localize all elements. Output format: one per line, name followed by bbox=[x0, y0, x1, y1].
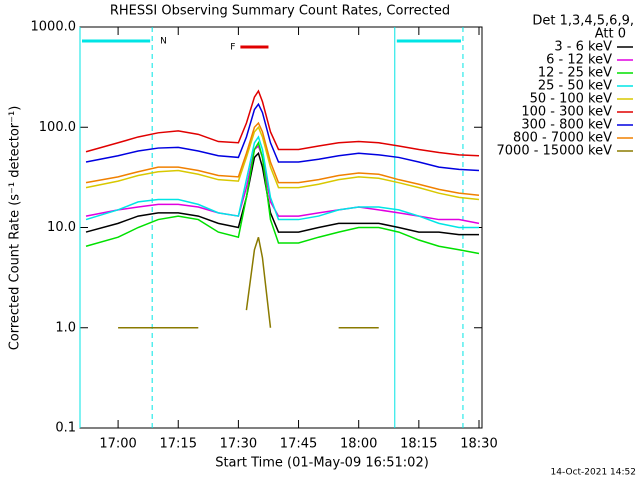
legend-label: 7000 - 15000 keV bbox=[497, 144, 613, 159]
x-tick-label: 17:15 bbox=[160, 437, 197, 452]
series-line bbox=[85, 102, 480, 172]
series-line bbox=[85, 144, 480, 225]
y-axis-label: Corrected Count Rate (s⁻¹ detector⁻¹) bbox=[8, 106, 23, 351]
night-label: N bbox=[160, 37, 167, 47]
y-tick-label: 100.0 bbox=[39, 120, 76, 135]
legend-label: 100 - 300 keV bbox=[521, 105, 612, 120]
flare-label: F bbox=[230, 43, 235, 53]
legend-label: 300 - 800 keV bbox=[521, 118, 612, 133]
legend-label: 3 - 6 keV bbox=[554, 40, 612, 55]
legend-header: Det 1,3,4,5,6,9, bbox=[532, 14, 634, 29]
series-line bbox=[245, 236, 272, 328]
legend-label: 6 - 12 keV bbox=[546, 53, 612, 68]
plot-frame bbox=[79, 26, 483, 429]
series-line bbox=[85, 121, 480, 196]
x-tick-label: 18:30 bbox=[460, 437, 497, 452]
x-tick-label: 17:45 bbox=[280, 437, 317, 452]
legend-label: 12 - 25 keV bbox=[538, 66, 612, 81]
y-tick-label: 1000.0 bbox=[31, 20, 77, 35]
series-line bbox=[85, 140, 480, 255]
legend-header: Att 0 bbox=[595, 27, 626, 42]
timestamp: 14-Oct-2021 14:52 bbox=[551, 468, 636, 478]
x-tick-label: 18:00 bbox=[340, 437, 377, 452]
series-line bbox=[85, 125, 480, 201]
series-line bbox=[85, 89, 480, 157]
y-tick-label: 1.0 bbox=[55, 320, 76, 335]
y-tick-label: 0.1 bbox=[55, 421, 76, 436]
legend-label: 800 - 7000 keV bbox=[513, 131, 612, 146]
x-tick-label: 18:15 bbox=[400, 437, 437, 452]
series-line bbox=[85, 151, 479, 236]
y-tick-label: 10.0 bbox=[47, 220, 76, 235]
chart-title: RHESSI Observing Summary Count Rates, Co… bbox=[110, 4, 450, 19]
legend-label: 25 - 50 keV bbox=[538, 79, 612, 94]
x-axis-label: Start Time (01-May-09 16:51:02) bbox=[215, 456, 429, 471]
x-tick-label: 17:30 bbox=[220, 437, 257, 452]
x-tick-label: 17:00 bbox=[99, 437, 136, 452]
legend-label: 50 - 100 keV bbox=[530, 92, 613, 107]
series-line bbox=[85, 135, 479, 229]
